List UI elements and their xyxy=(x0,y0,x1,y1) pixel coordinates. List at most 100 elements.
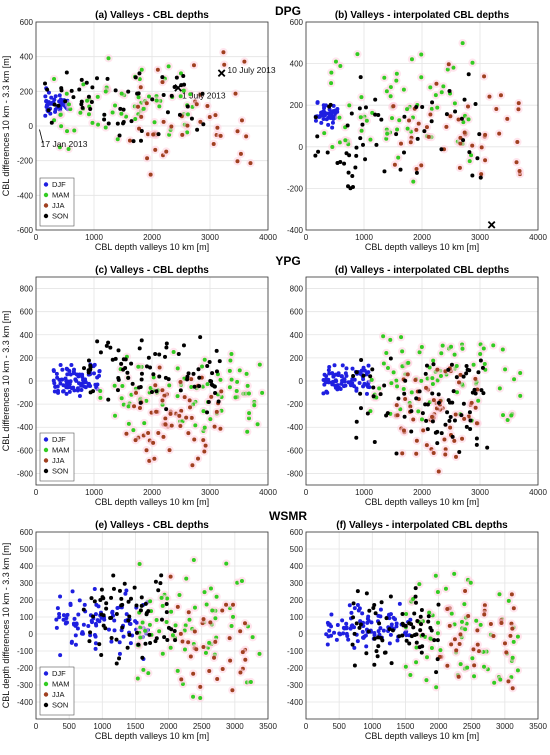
data-point-jja xyxy=(189,377,194,382)
y-axis-label-a: CBL differences 10 km - 3.3 km [m] xyxy=(1,56,11,197)
data-point-son xyxy=(139,603,144,608)
data-point-jja xyxy=(448,114,453,119)
data-point-djf xyxy=(46,102,51,107)
data-point-djf xyxy=(73,633,78,638)
data-point-son xyxy=(414,396,419,401)
data-point-jja xyxy=(239,118,244,123)
data-point-jja xyxy=(510,626,515,631)
data-point-son xyxy=(479,388,484,393)
data-point-mam xyxy=(424,678,429,683)
data-point-mam xyxy=(231,614,236,619)
data-point-son xyxy=(355,589,360,594)
data-point-son xyxy=(454,375,459,380)
data-point-mam xyxy=(445,67,450,72)
data-point-mam xyxy=(478,352,483,357)
data-point-djf xyxy=(51,368,56,373)
data-point-mam xyxy=(193,423,198,428)
data-point-mam xyxy=(439,90,444,95)
data-point-son xyxy=(361,373,366,378)
data-point-jja xyxy=(517,168,522,173)
data-point-jja xyxy=(157,365,162,370)
data-point-jja xyxy=(137,126,142,131)
data-point-mam xyxy=(405,107,410,112)
data-point-mam xyxy=(518,371,523,376)
data-point-son xyxy=(358,75,363,80)
data-point-son xyxy=(172,629,177,634)
data-point-djf xyxy=(93,641,98,646)
data-point-son xyxy=(109,595,114,600)
legend-marker-jja xyxy=(43,458,49,463)
data-point-jja xyxy=(421,428,426,433)
data-point-son xyxy=(407,641,412,646)
data-point-djf xyxy=(378,607,383,612)
data-point-djf xyxy=(46,90,51,95)
data-point-son xyxy=(403,378,408,383)
data-point-jja xyxy=(228,658,233,663)
data-point-son xyxy=(378,392,383,397)
data-point-son xyxy=(462,97,467,102)
data-point-son xyxy=(206,399,211,404)
data-point-jja xyxy=(514,160,519,165)
data-point-djf xyxy=(53,384,58,389)
data-point-jja xyxy=(414,438,419,443)
y-tick-label: -200 xyxy=(17,157,34,166)
data-point-jja xyxy=(401,428,406,433)
x-tick-label: 3500 xyxy=(529,722,547,731)
data-point-son xyxy=(115,388,120,393)
data-point-mam xyxy=(257,651,262,656)
data-point-son xyxy=(390,628,395,633)
data-point-djf xyxy=(54,371,59,376)
data-point-son xyxy=(144,364,149,369)
data-point-son xyxy=(435,441,440,446)
data-point-son xyxy=(443,422,448,427)
data-point-mam xyxy=(138,625,143,630)
data-point-son xyxy=(105,76,110,81)
data-point-jja xyxy=(475,642,480,647)
data-point-son xyxy=(132,585,137,590)
data-point-djf xyxy=(71,371,76,376)
data-point-mam xyxy=(260,390,265,395)
x-tick-label: 2000 xyxy=(160,722,178,731)
data-point-mam xyxy=(417,350,422,355)
x-tick-label: 3000 xyxy=(471,488,489,497)
x-tick-label: 1000 xyxy=(93,722,111,731)
data-point-jja xyxy=(511,606,516,611)
data-point-jja xyxy=(201,438,206,443)
data-point-jja xyxy=(457,165,462,170)
data-point-son xyxy=(453,109,458,114)
data-point-mam xyxy=(113,103,118,108)
data-point-son xyxy=(353,165,358,170)
data-point-son xyxy=(137,71,142,76)
y-tick-label: 200 xyxy=(290,101,304,110)
data-point-son xyxy=(382,383,387,388)
data-point-djf xyxy=(344,366,349,371)
y-tick-label: -600 xyxy=(287,446,304,455)
data-point-jja xyxy=(408,140,413,145)
data-point-djf xyxy=(67,384,72,389)
data-point-son xyxy=(154,389,159,394)
data-point-jja xyxy=(466,613,471,618)
data-point-son xyxy=(163,375,168,380)
data-point-jja xyxy=(151,440,156,445)
data-point-jja xyxy=(476,649,481,654)
data-point-mam xyxy=(66,146,71,151)
y-tick-label: 600 xyxy=(290,308,304,317)
data-point-son xyxy=(120,625,125,630)
data-point-djf xyxy=(341,631,346,636)
data-point-mam xyxy=(428,85,433,90)
y-axis-label-e: CBL depth differences 10 km - 3.3 km [m] xyxy=(1,543,11,709)
data-point-son xyxy=(97,642,102,647)
data-point-mam xyxy=(57,145,62,150)
data-point-jja xyxy=(491,633,496,638)
legend-label-son: SON xyxy=(52,467,68,476)
data-point-mam xyxy=(427,610,432,615)
data-point-son xyxy=(104,343,109,348)
data-point-mam xyxy=(66,102,71,107)
y-tick-label: 0 xyxy=(299,377,304,386)
data-point-mam xyxy=(250,635,255,640)
data-point-jja xyxy=(419,163,424,168)
data-point-mam xyxy=(481,346,486,351)
data-point-son xyxy=(84,80,89,85)
data-point-son xyxy=(114,661,119,666)
